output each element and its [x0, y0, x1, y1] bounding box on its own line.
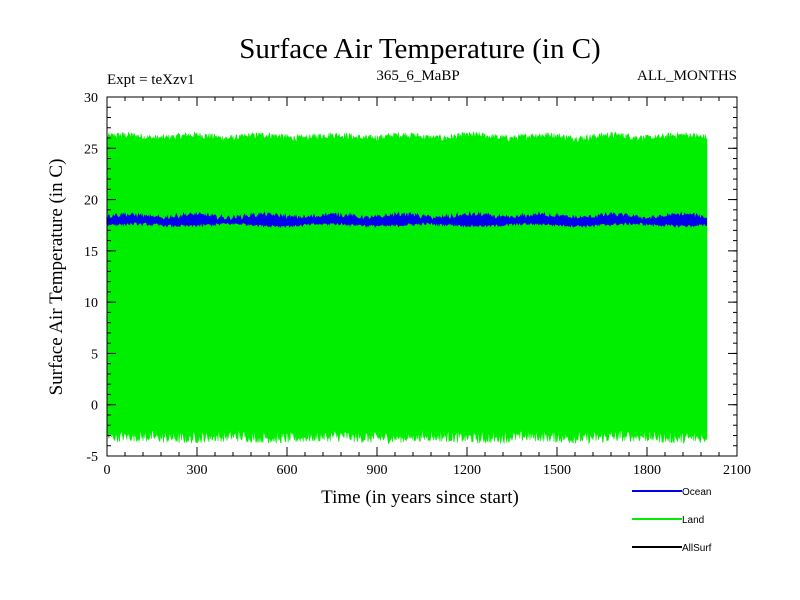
series-land-band [106, 131, 708, 445]
series-ocean-line [106, 210, 707, 229]
scenario-label: 365_6_MaBP [376, 68, 459, 84]
y-tick-label: 0 [91, 399, 98, 414]
y-tick-label: -5 [86, 450, 98, 465]
y-tick-label: 10 [84, 296, 98, 311]
y-tick-label: 5 [91, 347, 98, 362]
x-tick-label: 2100 [723, 463, 751, 478]
y-tick-label: 25 [84, 142, 98, 157]
x-tick-label: 1800 [633, 463, 661, 478]
x-tick-label: 600 [277, 463, 298, 478]
y-tick-label: 20 [84, 194, 98, 209]
x-tick-label: 0 [104, 463, 111, 478]
chart-title: Surface Air Temperature (in C) [239, 33, 600, 65]
x-tick-label: 1200 [453, 463, 481, 478]
experiment-label: Expt = teXzv1 [107, 72, 195, 88]
y-axis-label: Surface Air Temperature (in C) [46, 159, 67, 396]
y-tick-label: 15 [84, 245, 98, 260]
legend-label-ocean: Ocean [682, 487, 711, 498]
x-tick-label: 1500 [543, 463, 571, 478]
x-tick-label: 900 [367, 463, 388, 478]
legend-label-allsurf: AllSurf [682, 543, 712, 554]
months-label: ALL_MONTHS [637, 68, 737, 84]
y-tick-label: 30 [84, 91, 98, 106]
series-layer [106, 131, 708, 445]
axis-layer: 0 300 600 900 1200 1500 1800 2100 -5 0 5 10 15 20 25 30 [84, 91, 751, 478]
legend-label-land: Land [682, 515, 704, 526]
plot-frame [106, 96, 738, 457]
legend: Ocean Land AllSurf [632, 487, 712, 554]
x-axis-label: Time (in years since start) [321, 487, 519, 508]
x-tick-label: 300 [187, 463, 208, 478]
